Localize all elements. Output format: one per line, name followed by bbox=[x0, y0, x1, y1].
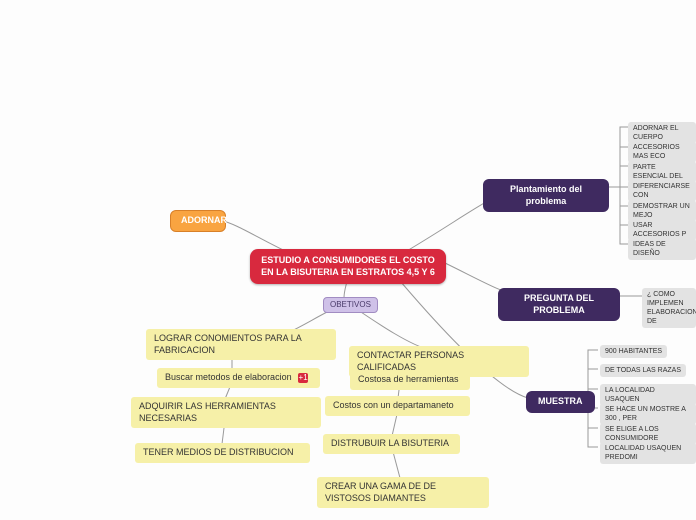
muestra-item[interactable]: SE HACE UN MOSTRE A 300 , PER bbox=[600, 403, 696, 425]
plant-item[interactable]: ACCESORIOS MAS ECO bbox=[628, 141, 696, 163]
muestra-item[interactable]: DE TODAS LAS RAZAS bbox=[600, 364, 686, 377]
muestra-item[interactable]: 900 HABITANTES bbox=[600, 345, 667, 358]
objective-item[interactable]: Costos con un departamaneto bbox=[325, 396, 470, 416]
adornar-node[interactable]: ADORNAR bbox=[170, 210, 226, 232]
plant-item[interactable]: DIFERENCIARSE CON bbox=[628, 180, 696, 202]
attachment-icon: +1 bbox=[298, 373, 308, 383]
objetivos-node[interactable]: OBETIVOS bbox=[323, 297, 378, 313]
objective-item[interactable]: TENER MEDIOS DE DISTRIBUCION bbox=[135, 443, 310, 463]
pregunta-item[interactable]: ¿ COMO IMPLEMEN ELABORACION DE bbox=[642, 288, 696, 328]
objective-item[interactable]: LOGRAR CONOMIENTOS PARA LA FABRICACION bbox=[146, 329, 336, 360]
objective-item[interactable]: Buscar metodos de elaboracion +1 bbox=[157, 368, 320, 388]
objective-item[interactable]: DISTRUBUIR LA BISUTERIA bbox=[323, 434, 460, 454]
muestra-node[interactable]: MUESTRA bbox=[526, 391, 595, 413]
pregunta-node[interactable]: PREGUNTA DEL PROBLEMA bbox=[498, 288, 620, 321]
objective-item[interactable]: CREAR UNA GAMA DE DE VISTOSOS DIAMANTES bbox=[317, 477, 489, 508]
objective-label: Buscar metodos de elaboracion bbox=[165, 372, 292, 382]
plant-item[interactable]: IDEAS DE DISEÑO bbox=[628, 238, 696, 260]
plantamiento-node[interactable]: Plantamiento del problema bbox=[483, 179, 609, 212]
objective-item[interactable]: Costosa de herramientas bbox=[350, 370, 470, 390]
muestra-item[interactable]: LOCALIDAD USAQUEN PREDOMI bbox=[600, 442, 696, 464]
root-node[interactable]: ESTUDIO A CONSUMIDORES EL COSTO EN LA BI… bbox=[250, 249, 446, 284]
objective-item[interactable]: ADQUIRIR LAS HERRAMIENTAS NECESARIAS bbox=[131, 397, 321, 428]
